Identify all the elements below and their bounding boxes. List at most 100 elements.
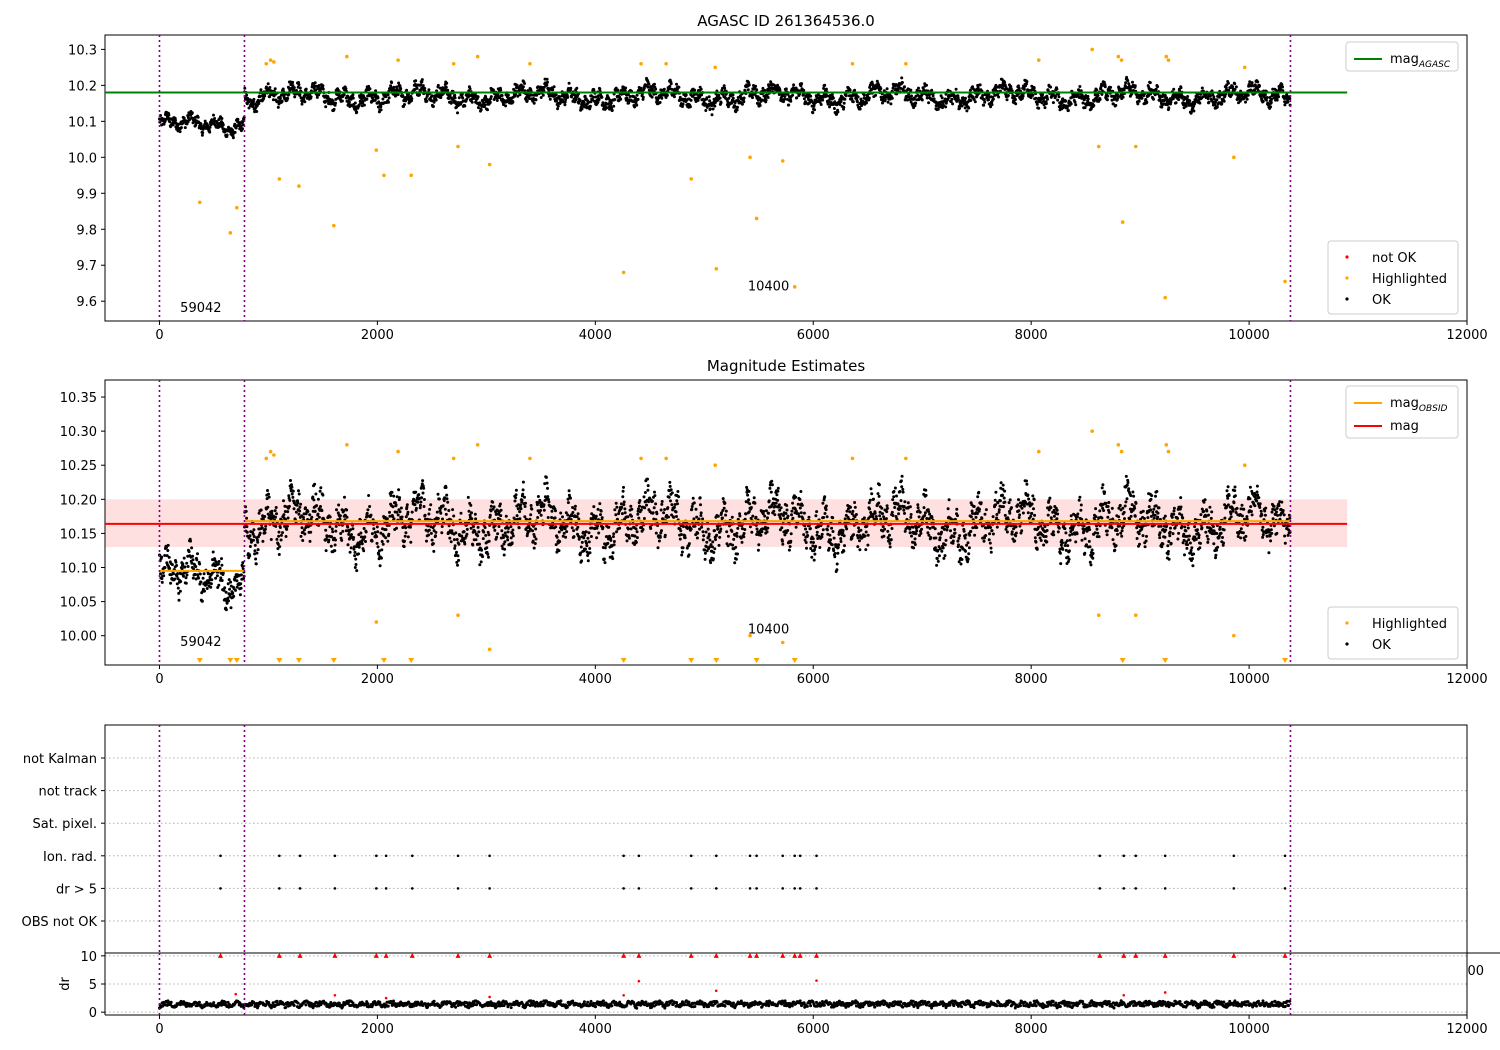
data-point-ok [444, 512, 448, 516]
data-point-ok [603, 104, 607, 107]
data-point-ok [314, 492, 318, 496]
data-point-ok [334, 538, 337, 542]
data-point-ok [220, 117, 224, 120]
data-point-ok [1277, 95, 1281, 99]
data-point-ok [179, 580, 183, 583]
data-point-ok [503, 540, 507, 544]
x-tick-label: 10000 [1228, 672, 1269, 687]
data-point-ok [1031, 93, 1035, 97]
data-point-ok [211, 550, 215, 554]
data-point-ok [594, 514, 598, 518]
data-point-ok [707, 532, 711, 536]
data-point-ok [317, 515, 321, 519]
data-point-ok [619, 97, 623, 101]
data-point-ok [958, 106, 962, 110]
data-point-ok [350, 533, 353, 537]
data-point-ok [514, 488, 518, 492]
data-point-ok [186, 565, 190, 568]
data-point-ok [566, 95, 570, 99]
data-point-ok [791, 93, 795, 97]
data-point-ok [266, 489, 269, 492]
data-point-ok [611, 535, 615, 539]
data-point-ok [420, 496, 424, 500]
data-point-ok [434, 530, 438, 534]
data-point-ok [670, 503, 674, 507]
data-point-ok [585, 544, 589, 548]
data-point-ok [459, 511, 463, 515]
data-point-ok [449, 101, 453, 105]
legend-label: not OK [1372, 251, 1417, 266]
data-point-ok [1172, 87, 1176, 91]
data-point-ok [551, 88, 555, 92]
data-point-ok [210, 578, 214, 582]
data-point-ok [252, 97, 256, 101]
data-point-ok [448, 536, 452, 540]
data-point-ok [1074, 103, 1078, 107]
data-point-ok [1035, 102, 1039, 106]
data-point-ok [758, 104, 762, 107]
data-point-ok [677, 495, 681, 499]
data-point-ok [462, 530, 466, 534]
data-point-ok [379, 105, 383, 109]
data-point-ok [626, 93, 630, 96]
data-point-ok [547, 94, 551, 98]
data-point-ok [355, 110, 359, 114]
data-point-ok [511, 534, 515, 538]
data-point-ok [1059, 103, 1063, 107]
data-point-ok [623, 507, 627, 511]
x-tick-label: 0 [155, 328, 163, 343]
data-point-ok [533, 542, 537, 545]
legend-label: Highlighted [1372, 272, 1447, 287]
data-point-ok [697, 517, 701, 521]
data-point-ok [198, 572, 202, 576]
data-point-ok [369, 513, 373, 517]
data-point-ok [611, 551, 615, 555]
data-point-ok [561, 515, 564, 519]
data-point-ok [536, 495, 540, 498]
data-point-ok [1131, 80, 1134, 84]
data-point-ok [600, 95, 604, 99]
data-point-ok [638, 499, 642, 502]
data-point-ok [353, 550, 357, 554]
data-point-ok [610, 108, 614, 112]
x-tick-label: 2000 [361, 328, 394, 343]
data-point-ok [539, 513, 543, 517]
data-point-ok [832, 107, 836, 110]
data-point-ok [294, 510, 298, 514]
data-point-ok [184, 576, 188, 580]
data-point-ok [163, 119, 167, 123]
y-tick-label: 10.15 [60, 527, 97, 542]
data-point-ok [275, 512, 278, 516]
data-point-ok [795, 96, 799, 100]
data-point-highlighted [1164, 54, 1169, 59]
x-tick-label: 12000 [1446, 672, 1487, 687]
data-point-ok [1037, 106, 1041, 110]
data-point-ok [555, 99, 558, 103]
data-point-ok [177, 122, 181, 126]
data-point-ok [612, 540, 616, 543]
data-point-ok [252, 538, 255, 542]
data-point-ok [474, 538, 478, 542]
data-point-ok [678, 95, 682, 99]
data-point-ok [453, 546, 457, 550]
data-point-ok [601, 101, 605, 105]
data-point-ok [357, 552, 360, 556]
data-point-ok [699, 503, 702, 507]
data-point-ok [267, 492, 270, 496]
data-point-ok [672, 505, 676, 509]
data-point-ok [453, 544, 457, 548]
data-point-ok [784, 87, 788, 91]
data-point-ok [181, 562, 185, 566]
data-point-ok [629, 504, 633, 508]
data-point-ok [403, 539, 406, 543]
data-point-ok [1136, 102, 1140, 106]
data-point-ok [445, 81, 449, 85]
data-point-ok [716, 514, 720, 518]
data-point-ok [1148, 81, 1152, 85]
data-point-ok [166, 549, 170, 552]
data-point-ok [853, 88, 857, 92]
data-point-ok [370, 532, 374, 536]
data-point-ok [455, 550, 458, 554]
data-point-ok [365, 511, 369, 515]
data-point-ok [278, 96, 282, 100]
